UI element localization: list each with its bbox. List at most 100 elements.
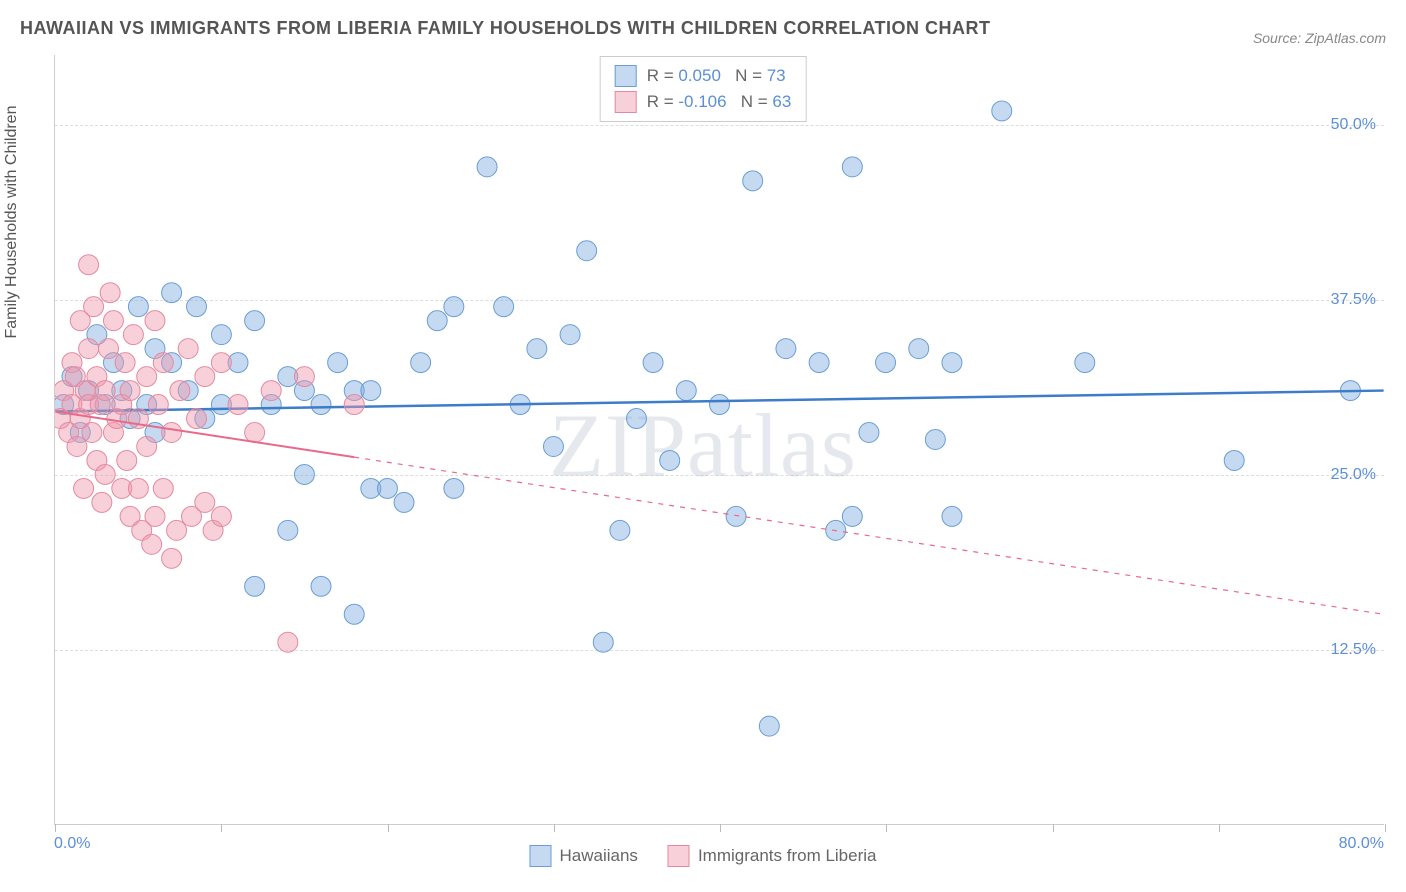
trend-line-dashed — [354, 457, 1383, 614]
scatter-point — [477, 157, 497, 177]
series-legend: Hawaiians Immigrants from Liberia — [530, 845, 877, 867]
scatter-point — [187, 409, 207, 429]
scatter-point — [942, 506, 962, 526]
x-tick — [554, 824, 555, 832]
scatter-point — [809, 353, 829, 373]
scatter-point — [328, 353, 348, 373]
scatter-point — [427, 311, 447, 331]
scatter-point — [228, 395, 248, 415]
scatter-point — [909, 339, 929, 359]
scatter-point — [494, 297, 514, 317]
legend-series-label: Hawaiians — [560, 846, 638, 866]
scatter-point — [294, 464, 314, 484]
scatter-point — [676, 381, 696, 401]
scatter-point — [67, 437, 87, 457]
plot-svg — [55, 55, 1384, 824]
x-tick — [1385, 824, 1386, 832]
scatter-point — [626, 409, 646, 429]
scatter-point — [162, 283, 182, 303]
scatter-point — [115, 353, 135, 373]
scatter-point — [377, 478, 397, 498]
scatter-point — [710, 395, 730, 415]
scatter-point — [992, 101, 1012, 121]
x-axis-min-label: 0.0% — [54, 835, 90, 853]
source-attribution: Source: ZipAtlas.com — [1253, 30, 1386, 46]
scatter-point — [444, 478, 464, 498]
scatter-point — [79, 339, 99, 359]
scatter-point — [128, 297, 148, 317]
scatter-point — [726, 506, 746, 526]
scatter-point — [560, 325, 580, 345]
legend-series-item: Hawaiians — [530, 845, 638, 867]
scatter-point — [344, 604, 364, 624]
scatter-point — [123, 325, 143, 345]
scatter-point — [211, 325, 231, 345]
scatter-point — [145, 311, 165, 331]
scatter-point — [178, 339, 198, 359]
x-tick — [886, 824, 887, 832]
scatter-point — [74, 478, 94, 498]
scatter-point — [593, 632, 613, 652]
scatter-point — [842, 506, 862, 526]
x-tick — [55, 824, 56, 832]
scatter-point — [294, 367, 314, 387]
legend-series-label: Immigrants from Liberia — [698, 846, 877, 866]
scatter-point — [195, 367, 215, 387]
scatter-point — [776, 339, 796, 359]
scatter-point — [245, 576, 265, 596]
scatter-point — [117, 450, 137, 470]
scatter-point — [925, 430, 945, 450]
scatter-point — [148, 395, 168, 415]
scatter-point — [128, 478, 148, 498]
legend-series-item: Immigrants from Liberia — [668, 845, 877, 867]
y-axis-label: Family Households with Children — [3, 106, 21, 339]
x-axis-max-label: 80.0% — [1339, 835, 1384, 853]
scatter-point — [92, 492, 112, 512]
x-tick — [388, 824, 389, 832]
scatter-point — [153, 478, 173, 498]
scatter-point — [278, 632, 298, 652]
scatter-point — [743, 171, 763, 191]
scatter-point — [1075, 353, 1095, 373]
scatter-point — [344, 395, 364, 415]
scatter-point — [211, 506, 231, 526]
scatter-point — [444, 297, 464, 317]
scatter-point — [245, 311, 265, 331]
scatter-point — [411, 353, 431, 373]
legend-swatch — [615, 65, 637, 87]
scatter-point — [394, 492, 414, 512]
scatter-point — [95, 464, 115, 484]
scatter-point — [643, 353, 663, 373]
scatter-point — [153, 353, 173, 373]
scatter-point — [311, 395, 331, 415]
scatter-point — [610, 520, 630, 540]
scatter-point — [527, 339, 547, 359]
scatter-point — [311, 576, 331, 596]
legend-stat-row: R = -0.106 N = 63 — [615, 89, 792, 115]
legend-swatch — [530, 845, 552, 867]
scatter-point — [120, 381, 140, 401]
scatter-point — [103, 311, 123, 331]
scatter-point — [137, 437, 157, 457]
scatter-point — [211, 353, 231, 373]
scatter-point — [876, 353, 896, 373]
correlation-legend: R = 0.050 N = 73 R = -0.106 N = 63 — [600, 56, 807, 122]
scatter-point — [361, 381, 381, 401]
scatter-point — [187, 297, 207, 317]
scatter-point — [82, 423, 102, 443]
scatter-point — [543, 437, 563, 457]
legend-stat-text: R = 0.050 N = 73 — [647, 66, 786, 86]
scatter-point — [195, 492, 215, 512]
scatter-point — [99, 339, 119, 359]
scatter-point — [84, 297, 104, 317]
chart-title: HAWAIIAN VS IMMIGRANTS FROM LIBERIA FAMI… — [20, 18, 991, 39]
x-tick — [1219, 824, 1220, 832]
legend-swatch — [615, 91, 637, 113]
scatter-point — [167, 520, 187, 540]
scatter-point — [759, 716, 779, 736]
scatter-point — [100, 283, 120, 303]
scatter-point — [145, 506, 165, 526]
scatter-point — [162, 548, 182, 568]
scatter-point — [137, 367, 157, 387]
scatter-point — [162, 423, 182, 443]
